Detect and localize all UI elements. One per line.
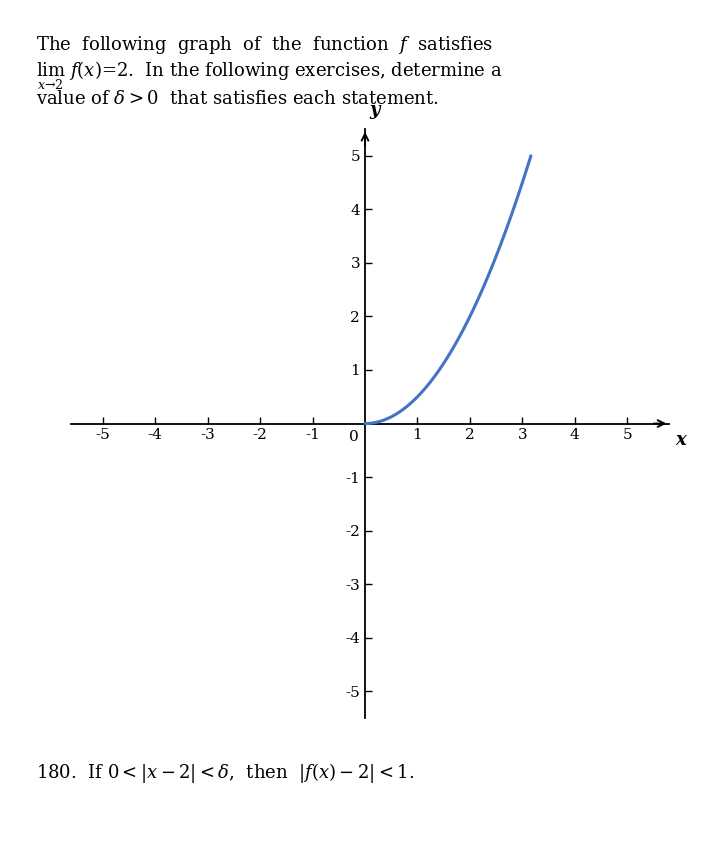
Text: 0: 0 (349, 430, 358, 444)
Text: $\lim_{x \to 2}$ $f(x) = 2$.  In the following exercises, determine a: $\lim_{x \to 2}$ $f(x) = 2$. In the foll… (36, 60, 502, 92)
Text: The  following  graph  of  the  function  $f$  satisfies: The following graph of the function $f$ … (36, 34, 493, 57)
Text: x: x (676, 431, 686, 449)
Text: y: y (370, 101, 379, 120)
Text: value of $\delta > 0$  that satisfies each statement.: value of $\delta > 0$ that satisfies eac… (36, 90, 439, 108)
Text: 180.  If $0 < |x - 2| < \delta$,  then  $|f(x) - 2| < 1$.: 180. If $0 < |x - 2| < \delta$, then $|f… (36, 761, 414, 785)
